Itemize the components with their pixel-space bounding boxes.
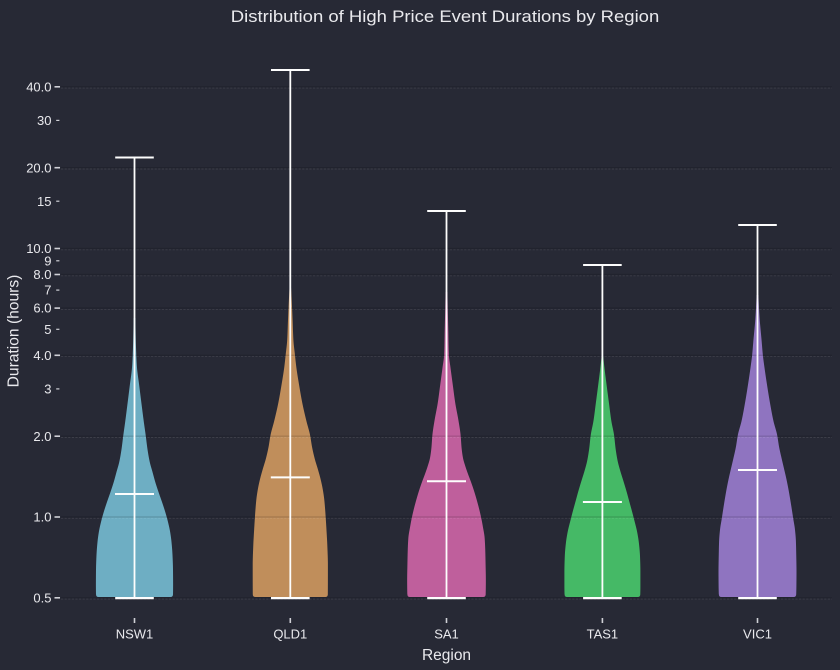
svg-text:30: 30 bbox=[37, 113, 51, 128]
svg-text:8.0: 8.0 bbox=[33, 267, 51, 282]
svg-text:40.0: 40.0 bbox=[26, 79, 51, 94]
svg-text:TAS1: TAS1 bbox=[587, 626, 619, 641]
svg-text:6.0: 6.0 bbox=[33, 301, 51, 316]
svg-text:SA1: SA1 bbox=[434, 626, 459, 641]
svg-text:VIC1: VIC1 bbox=[743, 626, 772, 641]
svg-text:QLD1: QLD1 bbox=[273, 626, 307, 641]
svg-text:Distribution of High Price Eve: Distribution of High Price Event Duratio… bbox=[231, 7, 660, 26]
svg-text:2.0: 2.0 bbox=[33, 429, 51, 444]
svg-text:5: 5 bbox=[44, 322, 51, 337]
svg-text:10.0: 10.0 bbox=[26, 241, 51, 256]
svg-text:15: 15 bbox=[37, 194, 51, 209]
svg-text:NSW1: NSW1 bbox=[116, 626, 154, 641]
svg-text:9: 9 bbox=[44, 253, 51, 268]
svg-text:0.5: 0.5 bbox=[33, 590, 51, 605]
svg-text:3: 3 bbox=[44, 382, 51, 397]
svg-text:4.0: 4.0 bbox=[33, 348, 51, 363]
svg-text:20.0: 20.0 bbox=[26, 160, 51, 175]
svg-text:Region: Region bbox=[422, 647, 471, 664]
svg-text:Duration (hours): Duration (hours) bbox=[5, 275, 22, 388]
svg-text:7: 7 bbox=[44, 283, 51, 298]
svg-text:1.0: 1.0 bbox=[33, 510, 51, 525]
